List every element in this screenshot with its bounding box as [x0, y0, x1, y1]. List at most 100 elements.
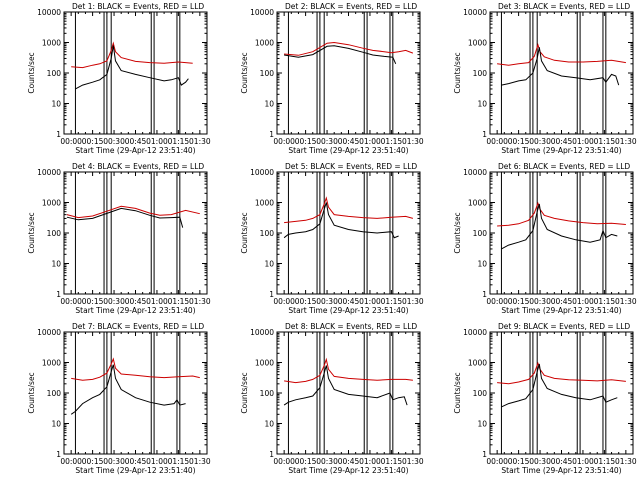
series-line-events	[283, 365, 408, 406]
x-tick-label: 00:00	[60, 297, 82, 306]
x-tick-label: 01:00	[146, 137, 168, 146]
series-line-lld	[497, 42, 626, 66]
y-tick-label: 10000	[463, 168, 487, 177]
x-tick-label: 01:30	[615, 297, 637, 306]
x-tick-label: 00:45	[338, 297, 360, 306]
x-tick-label: 01:30	[402, 137, 424, 146]
series-line-events	[66, 207, 184, 228]
chart-title: Det 8: BLACK = Events, RED = LLD	[285, 322, 417, 331]
x-tick-label: 00:15	[295, 137, 317, 146]
x-axis-label: Start Time (29-Apr-12 23:51:40)	[288, 146, 408, 155]
y-tick-label: 10000	[250, 8, 274, 17]
x-tick-label: 00:45	[551, 137, 573, 146]
y-tick-label: 1000	[255, 199, 274, 208]
series-line-events	[70, 364, 186, 415]
y-tick-label: 10	[264, 260, 274, 269]
x-tick-label: 00:00	[273, 297, 295, 306]
x-tick-label: 01:15	[594, 457, 616, 466]
x-tick-label: 00:15	[82, 297, 104, 306]
y-axis-label: Counts/sec	[453, 52, 462, 93]
x-tick-label: 01:00	[572, 137, 594, 146]
x-tick-label: 00:45	[125, 297, 147, 306]
y-tick-label: 10	[51, 260, 61, 269]
y-tick-label: 1	[56, 130, 61, 139]
x-axis-label: Start Time (29-Apr-12 23:51:40)	[501, 466, 621, 475]
chart-title: Det 9: BLACK = Events, RED = LLD	[498, 322, 630, 331]
series-line-lld	[497, 361, 626, 385]
y-tick-label: 10	[477, 260, 487, 269]
series-line-lld	[66, 205, 200, 219]
x-tick-label: 01:30	[402, 297, 424, 306]
x-tick-label: 00:30	[316, 297, 338, 306]
x-tick-label: 01:00	[146, 457, 168, 466]
series-line-events	[75, 45, 189, 90]
x-tick-label: 00:30	[529, 137, 551, 146]
series-line-events	[501, 47, 620, 86]
x-tick-label: 00:30	[316, 457, 338, 466]
series-line-lld	[71, 357, 200, 381]
plot-frame	[276, 331, 421, 455]
x-tick-label: 01:00	[359, 297, 381, 306]
x-tick-label: 00:30	[529, 297, 551, 306]
chart-title: Det 2: BLACK = Events, RED = LLD	[285, 2, 417, 11]
chart-title: Det 6: BLACK = Events, RED = LLD	[498, 162, 630, 171]
chart-title: Det 1: BLACK = Events, RED = LLD	[72, 2, 204, 11]
y-axis-label: Counts/sec	[240, 212, 249, 253]
y-tick-label: 10	[477, 420, 487, 429]
plot-frame	[489, 331, 634, 455]
series-line-events	[284, 45, 397, 65]
x-tick-label: 01:00	[359, 137, 381, 146]
y-tick-label: 1	[482, 290, 487, 299]
x-tick-label: 00:30	[103, 137, 125, 146]
x-tick-label: 01:15	[594, 137, 616, 146]
y-tick-label: 1000	[468, 359, 487, 368]
y-tick-label: 100	[473, 69, 488, 78]
x-tick-label: 00:15	[295, 457, 317, 466]
x-tick-label: 00:15	[82, 137, 104, 146]
plot-frame	[63, 331, 208, 455]
x-tick-label: 00:00	[273, 457, 295, 466]
x-axis-label: Start Time (29-Apr-12 23:51:40)	[75, 466, 195, 475]
y-tick-label: 10	[264, 420, 274, 429]
y-tick-label: 10000	[463, 328, 487, 337]
x-tick-label: 01:15	[381, 297, 403, 306]
y-tick-label: 100	[473, 229, 488, 238]
chart-title: Det 5: BLACK = Events, RED = LLD	[285, 162, 417, 171]
series-line-lld	[71, 41, 193, 69]
y-tick-label: 1000	[42, 39, 61, 48]
y-tick-label: 10000	[250, 328, 274, 337]
y-tick-label: 1	[269, 450, 274, 459]
x-tick-label: 00:15	[295, 297, 317, 306]
y-tick-label: 10000	[37, 168, 61, 177]
y-tick-label: 1	[269, 290, 274, 299]
x-axis-label: Start Time (29-Apr-12 23:51:40)	[501, 306, 621, 315]
x-tick-label: 00:30	[103, 297, 125, 306]
y-tick-label: 10000	[37, 8, 61, 17]
x-tick-label: 01:30	[189, 297, 211, 306]
series-line-events	[501, 363, 618, 408]
y-tick-label: 10000	[463, 8, 487, 17]
plot-frame	[489, 171, 634, 295]
chart-title: Det 7: BLACK = Events, RED = LLD	[72, 322, 204, 331]
x-tick-label: 00:30	[103, 457, 125, 466]
y-tick-label: 100	[473, 389, 488, 398]
x-tick-label: 01:30	[615, 457, 637, 466]
x-tick-label: 01:30	[189, 457, 211, 466]
x-tick-label: 00:30	[316, 137, 338, 146]
y-tick-label: 10	[51, 420, 61, 429]
x-tick-label: 00:45	[125, 457, 147, 466]
x-tick-label: 01:00	[359, 457, 381, 466]
plot-frame	[276, 11, 421, 135]
x-axis-label: Start Time (29-Apr-12 23:51:40)	[501, 146, 621, 155]
y-tick-label: 1000	[255, 359, 274, 368]
y-tick-label: 10	[51, 100, 61, 109]
x-tick-label: 01:15	[594, 297, 616, 306]
y-tick-label: 100	[47, 389, 62, 398]
series-line-lld	[284, 196, 414, 224]
